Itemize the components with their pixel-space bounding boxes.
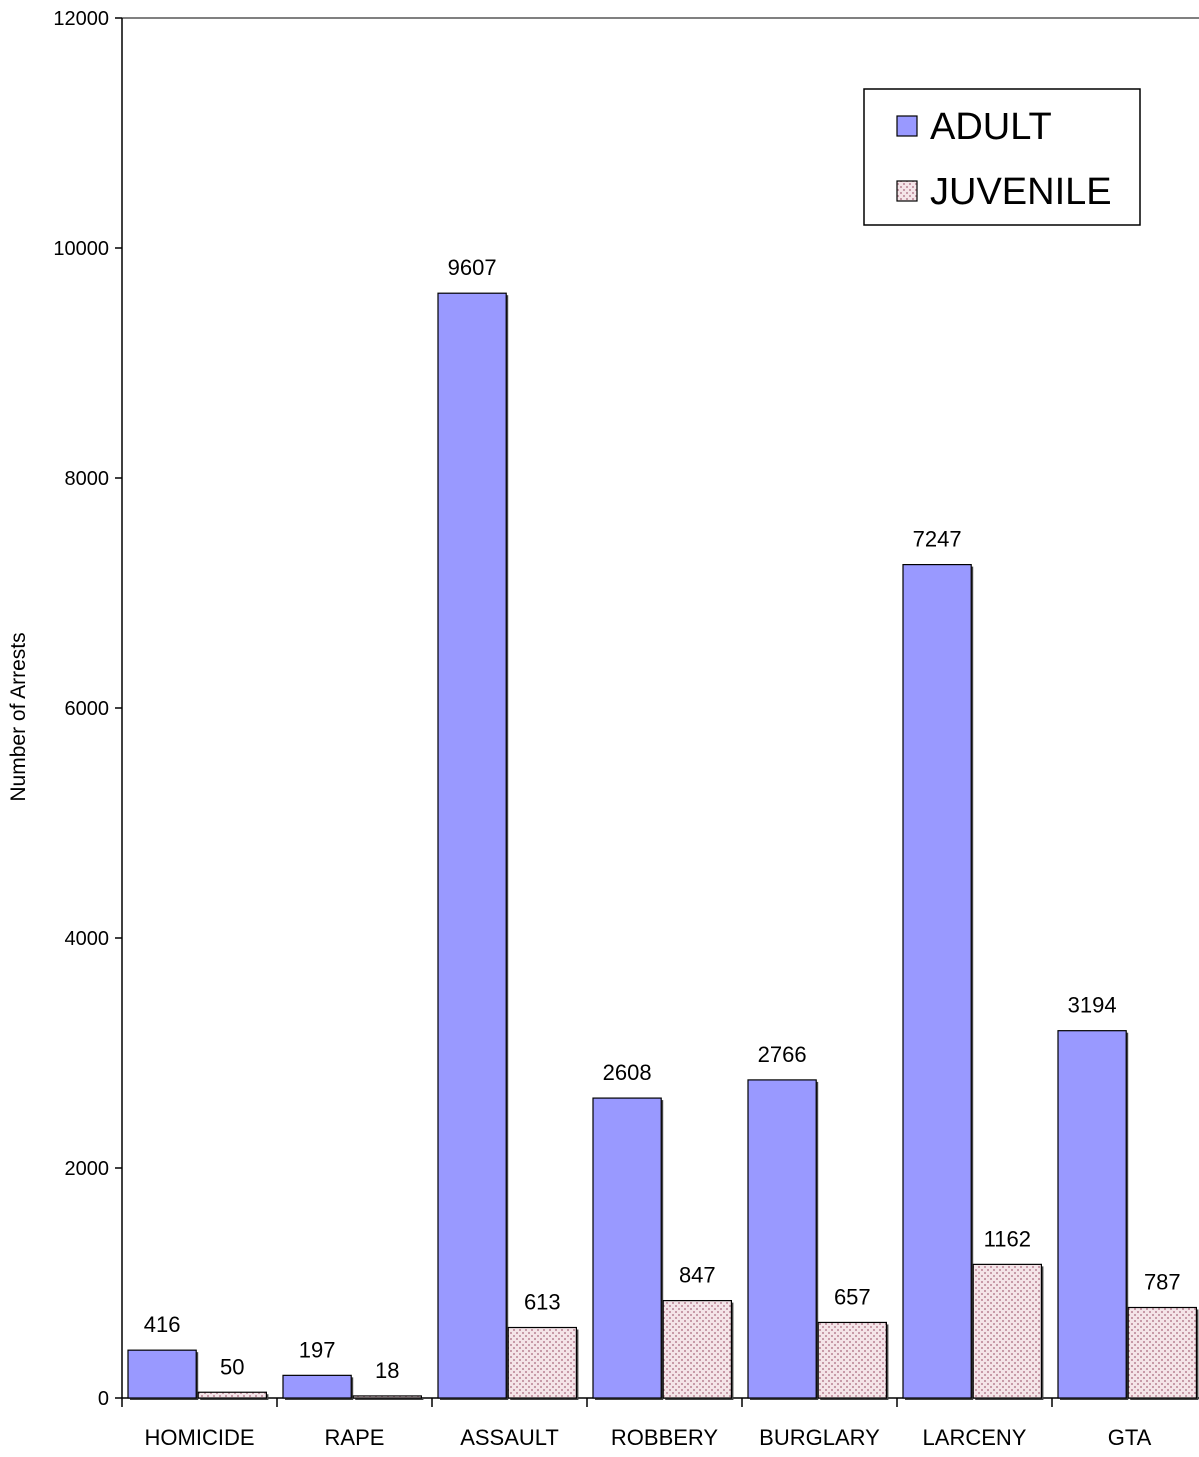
bar-juvenile	[507, 1326, 578, 1399]
y-axis-title: Number of Arrests	[7, 632, 30, 801]
bars	[127, 292, 1199, 1400]
legend: ADULT JUVENILE	[863, 88, 1141, 226]
x-category-label: RAPE	[325, 1425, 385, 1450]
bar-juvenile	[972, 1263, 1043, 1399]
data-label: 416	[144, 1312, 181, 1337]
bar-adult	[592, 1097, 662, 1399]
data-label: 50	[220, 1354, 244, 1379]
legend-label-adult: ADULT	[930, 106, 1052, 148]
bar-juvenile	[662, 1299, 733, 1399]
y-tick-label: 6000	[65, 698, 110, 720]
data-label: 657	[834, 1284, 871, 1309]
data-label: 1162	[984, 1226, 1031, 1251]
x-category-label: HOMICIDE	[145, 1425, 255, 1450]
bar-adult	[902, 563, 972, 1399]
y-tick-label: 0	[98, 1388, 109, 1410]
data-label: 2766	[758, 1042, 807, 1067]
bar-juvenile	[817, 1321, 888, 1399]
data-label: 2608	[603, 1060, 652, 1085]
legend-swatch-adult	[896, 115, 918, 137]
legend-swatch-juvenile	[896, 180, 918, 202]
bar-adult	[1057, 1030, 1127, 1399]
data-label: 787	[1144, 1269, 1181, 1294]
bar-adult	[437, 292, 507, 1399]
legend-label-juvenile: JUVENILE	[930, 171, 1112, 213]
y-tick-label: 12000	[53, 8, 109, 30]
x-category-label: BURGLARY	[759, 1425, 880, 1450]
data-label: 197	[299, 1337, 336, 1362]
bar-juvenile	[352, 1395, 423, 1399]
x-axis: HOMICIDE RAPE ASSAULT ROBBERY BURGLARY LARCEN…	[121, 1398, 1152, 1450]
y-tick-label: 4000	[65, 928, 110, 950]
y-tick-label: 8000	[65, 468, 110, 490]
data-label: 613	[524, 1290, 561, 1315]
bar-juvenile	[197, 1391, 267, 1399]
x-category-label: GTA	[1108, 1425, 1152, 1450]
bar-adult	[127, 1349, 197, 1399]
y-tick-label: 2000	[65, 1158, 110, 1180]
data-label: 3194	[1068, 993, 1117, 1018]
data-label: 18	[375, 1358, 399, 1383]
bar-adult	[747, 1079, 817, 1399]
data-labels: 416 197 9607 2608 2766 7247 3194 50 18 613 847 657 1…	[144, 255, 1181, 1383]
y-tick-label: 10000	[53, 238, 109, 260]
data-label: 7247	[913, 527, 962, 552]
x-category-label: ROBBERY	[611, 1425, 719, 1450]
x-category-label: ASSAULT	[460, 1425, 559, 1450]
bar-adult	[282, 1374, 352, 1399]
data-label: 9607	[448, 255, 497, 280]
y-axis: 0 2000 4000 6000 8000 10000 12000	[53, 8, 122, 1410]
bar-shadow	[355, 1397, 424, 1400]
x-category-label: LARCENY	[923, 1425, 1027, 1450]
legend-box	[863, 88, 1141, 226]
data-label: 847	[679, 1263, 716, 1288]
bar-juvenile	[1127, 1306, 1197, 1399]
